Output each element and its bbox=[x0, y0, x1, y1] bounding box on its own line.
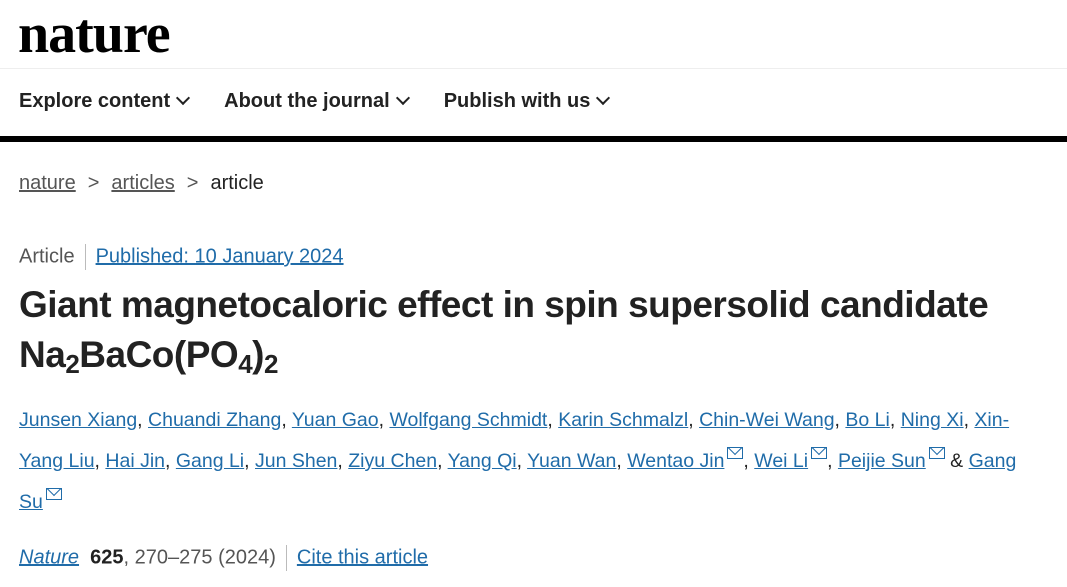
nav-publish-with-us[interactable]: Publish with us bbox=[443, 90, 611, 113]
author-link[interactable]: Gang Su bbox=[19, 450, 1017, 513]
author-link[interactable]: Chuandi Zhang bbox=[148, 409, 282, 431]
pages: , 270–275 (2024) bbox=[123, 546, 276, 569]
author: Bo Li bbox=[845, 409, 889, 431]
title-sub: 2 bbox=[65, 349, 80, 379]
author-link[interactable]: Jun Shen bbox=[255, 450, 338, 472]
mail-icon[interactable] bbox=[45, 488, 62, 500]
author: Gang Li bbox=[176, 450, 244, 472]
author-link[interactable]: Junsen Xiang bbox=[19, 409, 138, 431]
author: Jun Shen bbox=[255, 450, 337, 472]
divider bbox=[84, 244, 86, 270]
author-link[interactable]: Yang Qi bbox=[447, 450, 517, 472]
page-title: Giant magnetocaloric effect in spin supe… bbox=[19, 280, 1019, 389]
title-sub: 2 bbox=[263, 349, 278, 379]
author: Hai Jin bbox=[105, 450, 165, 472]
author: Wei Li bbox=[754, 447, 828, 472]
author: Gang Su bbox=[19, 450, 1016, 513]
nav-label: About the journal bbox=[224, 90, 390, 112]
nav-label: Explore content bbox=[19, 90, 171, 112]
author: Xin-Yang Liu bbox=[19, 409, 1009, 472]
published-date-link[interactable]: Published: 10 January 2024 bbox=[95, 245, 344, 268]
author: Yuan Wan bbox=[527, 450, 616, 472]
nav-explore-content[interactable]: Explore content bbox=[19, 90, 191, 113]
author-link[interactable]: Hai Jin bbox=[105, 450, 165, 472]
breadcrumb: nature > articles > article bbox=[19, 172, 264, 195]
author-link[interactable]: Yuan Wan bbox=[527, 450, 617, 472]
author: Chuandi Zhang bbox=[148, 409, 281, 431]
author: Wentao Jin bbox=[627, 447, 744, 472]
author-link[interactable]: Chin-Wei Wang bbox=[699, 409, 835, 431]
chevron-right-icon: > bbox=[87, 172, 100, 194]
title-text: Giant magnetocaloric effect in spin supe… bbox=[19, 284, 989, 375]
author: Wolfgang Schmidt bbox=[389, 409, 547, 431]
author-link[interactable]: Gang Li bbox=[175, 450, 245, 472]
title-text: BaCo(PO bbox=[79, 334, 239, 375]
nature-logo[interactable]: nature bbox=[18, 3, 171, 65]
chevron-right-icon: > bbox=[186, 172, 199, 194]
header-bar bbox=[0, 136, 1067, 142]
author-link[interactable]: Wei Li bbox=[754, 450, 809, 472]
mail-icon[interactable] bbox=[928, 447, 945, 459]
author-link[interactable]: Wolfgang Schmidt bbox=[389, 409, 548, 431]
nav-about-journal[interactable]: About the journal bbox=[224, 90, 410, 113]
article-meta: Article Published: 10 January 2024 bbox=[19, 244, 344, 270]
author: Yuan Gao bbox=[292, 409, 379, 431]
breadcrumb-current: article bbox=[210, 172, 264, 194]
article-type: Article bbox=[19, 245, 75, 268]
mail-icon[interactable] bbox=[811, 447, 828, 459]
cite-article-link[interactable]: Cite this article bbox=[296, 546, 429, 569]
nav-label: Publish with us bbox=[443, 90, 591, 112]
citation: Nature 625, 270–275 (2024) Cite this arti… bbox=[19, 545, 428, 571]
title-text: ) bbox=[252, 334, 264, 375]
chevron-down-icon bbox=[176, 90, 191, 106]
volume: 625 bbox=[90, 546, 124, 569]
author-list: Junsen Xiang, Chuandi Zhang, Yuan Gao, W… bbox=[19, 409, 1017, 513]
author: Ning Xi bbox=[901, 409, 964, 431]
author-link[interactable]: Karin Schmalzl bbox=[558, 409, 689, 431]
author-link[interactable]: Xin-Yang Liu bbox=[19, 409, 1010, 472]
and-separator: & bbox=[950, 450, 964, 472]
breadcrumb-nature[interactable]: nature bbox=[19, 172, 76, 194]
author: Junsen Xiang bbox=[19, 409, 137, 431]
author: Ziyu Chen bbox=[348, 450, 437, 472]
chevron-down-icon bbox=[395, 90, 410, 106]
author-link[interactable]: Bo Li bbox=[845, 409, 890, 431]
title-sub: 4 bbox=[238, 349, 253, 379]
author-link[interactable]: Ziyu Chen bbox=[348, 450, 438, 472]
divider bbox=[285, 545, 287, 571]
main-nav: Explore content About the journal Publis… bbox=[19, 90, 611, 113]
author-link[interactable]: Yuan Gao bbox=[291, 409, 379, 431]
breadcrumb-articles[interactable]: articles bbox=[111, 172, 175, 194]
author: Peijie Sun bbox=[837, 447, 945, 472]
chevron-down-icon bbox=[596, 90, 611, 106]
author: Yang Qi bbox=[448, 450, 517, 472]
author-link[interactable]: Ning Xi bbox=[900, 409, 964, 431]
journal-link[interactable]: Nature bbox=[19, 546, 80, 569]
author-link[interactable]: Peijie Sun bbox=[837, 450, 926, 472]
author: Karin Schmalzl bbox=[558, 409, 688, 431]
author: Chin-Wei Wang bbox=[699, 409, 834, 431]
divider bbox=[0, 68, 1067, 69]
author-link[interactable]: Wentao Jin bbox=[627, 450, 725, 472]
mail-icon[interactable] bbox=[727, 447, 744, 459]
